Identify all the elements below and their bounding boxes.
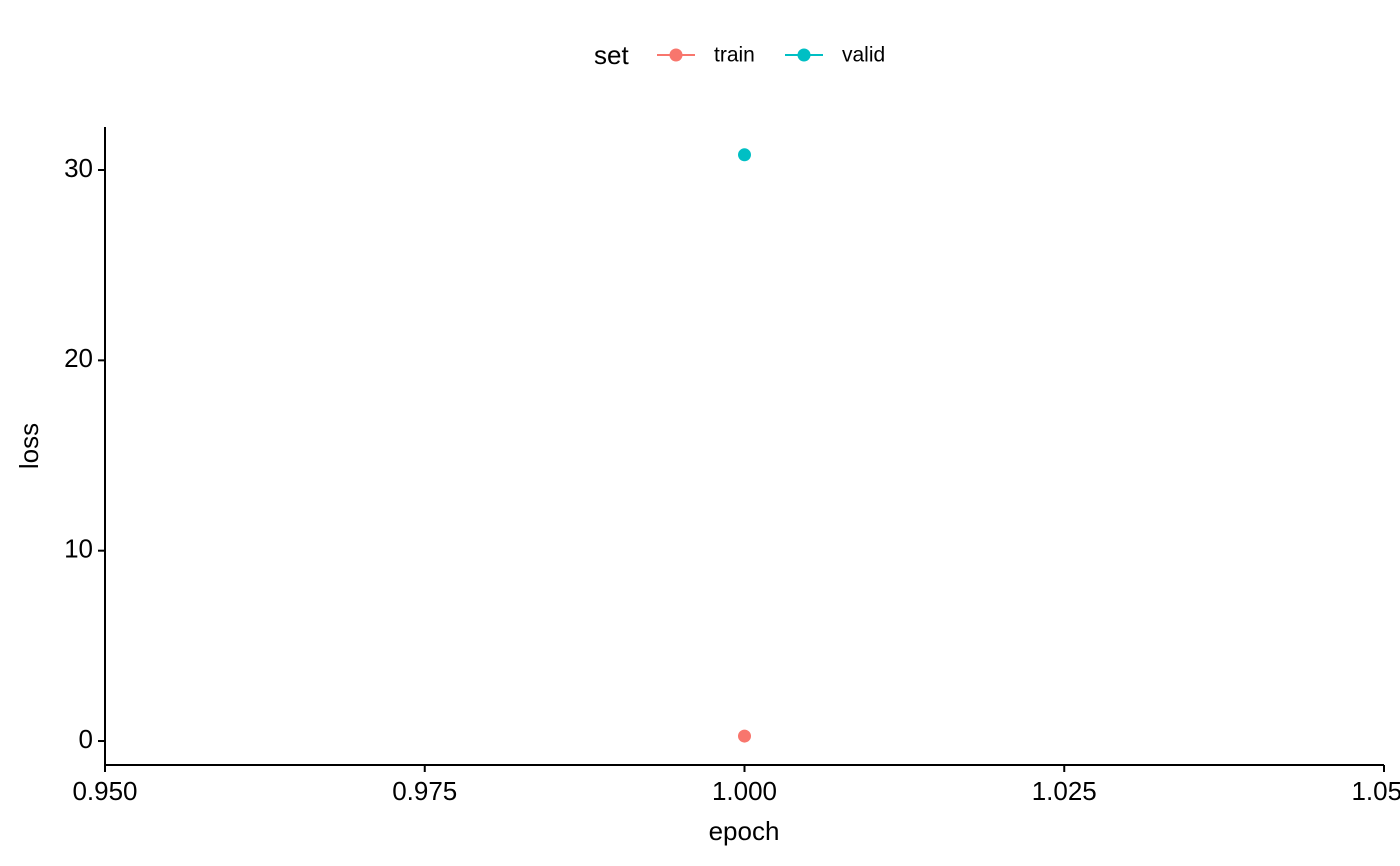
x-axis-title: epoch: [709, 816, 780, 846]
x-tick-label: 0.950: [72, 776, 137, 806]
legend-label: train: [714, 44, 755, 67]
x-tick-label: 0.975: [392, 776, 457, 806]
y-tick-label: 0: [79, 724, 93, 754]
legend-key-point: [669, 48, 683, 62]
y-tick-label: 30: [64, 153, 93, 183]
y-tick-label: 10: [64, 534, 93, 564]
legend-label: valid: [842, 44, 885, 67]
data-point: [738, 729, 751, 743]
y-axis-title: loss: [14, 423, 44, 469]
data-point: [738, 148, 751, 162]
x-tick-label: 1.025: [1032, 776, 1097, 806]
legend-key-point: [797, 48, 811, 62]
legend-title: set: [594, 40, 629, 70]
y-tick-label: 20: [64, 343, 93, 373]
x-tick-label: 1.050: [1351, 776, 1400, 806]
x-tick-label: 1.000: [712, 776, 777, 806]
